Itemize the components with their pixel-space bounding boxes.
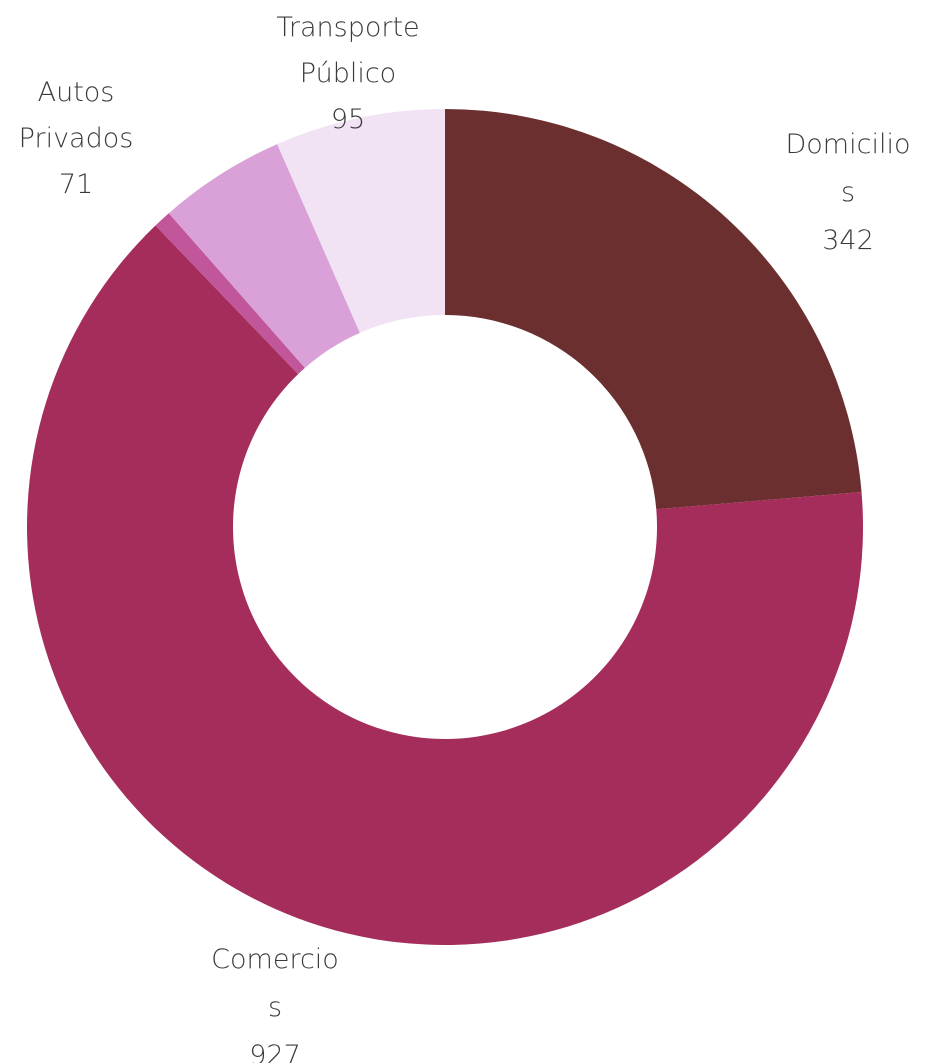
slice-label-line: Público [300, 58, 396, 89]
slice-label-comercios: Comercio s 927 [211, 944, 339, 1063]
slice-label-transporte-p-blico: Transporte Público 95 [276, 12, 419, 135]
slice-autos-privados [168, 144, 360, 368]
slice-label-line: 927 [249, 1040, 301, 1063]
donut-slices [27, 109, 863, 945]
slice-label-domicilios: Domicilio s 342 [786, 129, 911, 256]
slice-label-line: Transporte [276, 12, 419, 43]
slice-label-line: Domicilio [786, 129, 911, 160]
slice-label-autos-privados: Autos Privados 71 [19, 77, 134, 200]
slice-unlabeled [155, 213, 305, 375]
slice-label-line: 71 [59, 169, 93, 200]
slice-label-line: 342 [822, 225, 874, 256]
slice-label-line: 95 [331, 104, 365, 135]
slice-labels: Domicilio s 342 Comercio s 927 Autos Privados 71… [19, 12, 911, 1063]
slice-label-line: s [841, 177, 855, 208]
slice-label-line: Privados [19, 123, 134, 154]
slice-comercios [27, 225, 863, 945]
slice-label-line: s [268, 992, 282, 1023]
slice-transporte-p-blico [277, 109, 445, 333]
slice-label-line: Autos [38, 77, 115, 108]
slice-label-line: Comercio [211, 944, 339, 975]
slice-domicilios [445, 109, 862, 510]
